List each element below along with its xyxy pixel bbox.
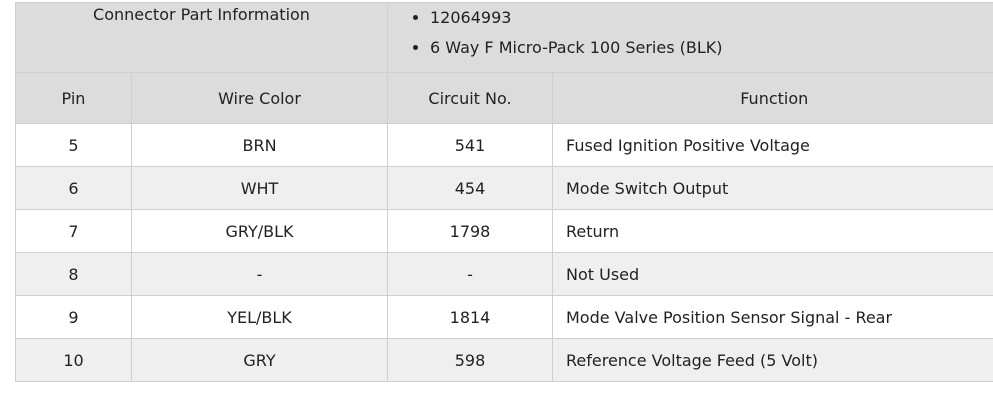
circuit-cell: 1814: [387, 295, 553, 339]
table-row: 5 BRN 541 Fused Ignition Positive Voltage: [15, 123, 993, 167]
wire-color-cell: BRN: [131, 123, 388, 167]
function-cell: Fused Ignition Positive Voltage: [551, 123, 993, 167]
pin-cell: 5: [15, 123, 132, 167]
wire-color-cell: WHT: [131, 166, 388, 210]
circuit-cell: 1798: [387, 209, 553, 253]
wire-color-cell: GRY: [131, 338, 388, 382]
function-cell: Mode Switch Output: [551, 166, 993, 210]
circuit-cell: 598: [387, 338, 553, 382]
function-cell: Reference Voltage Feed (5 Volt): [551, 338, 993, 382]
connector-description: 6 Way F Micro-Pack 100 Series (BLK): [430, 33, 993, 63]
table-row: 7 GRY/BLK 1798 Return: [15, 209, 993, 253]
circuit-cell: 541: [387, 123, 553, 167]
pin-cell: 7: [15, 209, 132, 253]
column-header-row: Pin Wire Color Circuit No. Function: [15, 72, 993, 124]
part-number: 12064993: [430, 3, 993, 33]
function-cell: Not Used: [551, 252, 993, 296]
circuit-cell: -: [387, 252, 553, 296]
table-row: 9 YEL/BLK 1814 Mode Valve Position Sensor S…: [15, 295, 993, 339]
circuit-cell: 454: [387, 166, 553, 210]
wire-color-cell: -: [131, 252, 388, 296]
header-wire-color: Wire Color: [131, 72, 388, 124]
table-row: 6 WHT 454 Mode Switch Output: [15, 166, 993, 210]
function-cell: Return: [551, 209, 993, 253]
table-row: 8- - Not Used: [15, 252, 993, 296]
pin-cell: 9: [15, 295, 132, 339]
wire-color-cell: GRY/BLK: [131, 209, 388, 253]
header-function: Function: [551, 72, 993, 124]
table-row: 10 GRY 598 Reference Voltage Feed (5 Volt): [15, 338, 993, 382]
header-pin: Pin: [15, 72, 132, 124]
connector-table: Connector Part Information 12064993 6 Wa…: [15, 2, 993, 382]
function-cell: Mode Valve Position Sensor Signal - Rear: [551, 295, 993, 339]
connector-info-row: Connector Part Information 12064993 6 Wa…: [15, 2, 993, 73]
connector-info-values: 12064993 6 Way F Micro-Pack 100 Series (…: [386, 2, 993, 73]
pin-cell: 10: [15, 338, 132, 382]
header-circuit: Circuit No.: [387, 72, 553, 124]
pin-cell: 6: [15, 166, 132, 210]
connector-info-label: Connector Part Information: [15, 2, 388, 73]
pin-cell: 8: [15, 252, 132, 296]
wire-color-cell: YEL/BLK: [131, 295, 388, 339]
